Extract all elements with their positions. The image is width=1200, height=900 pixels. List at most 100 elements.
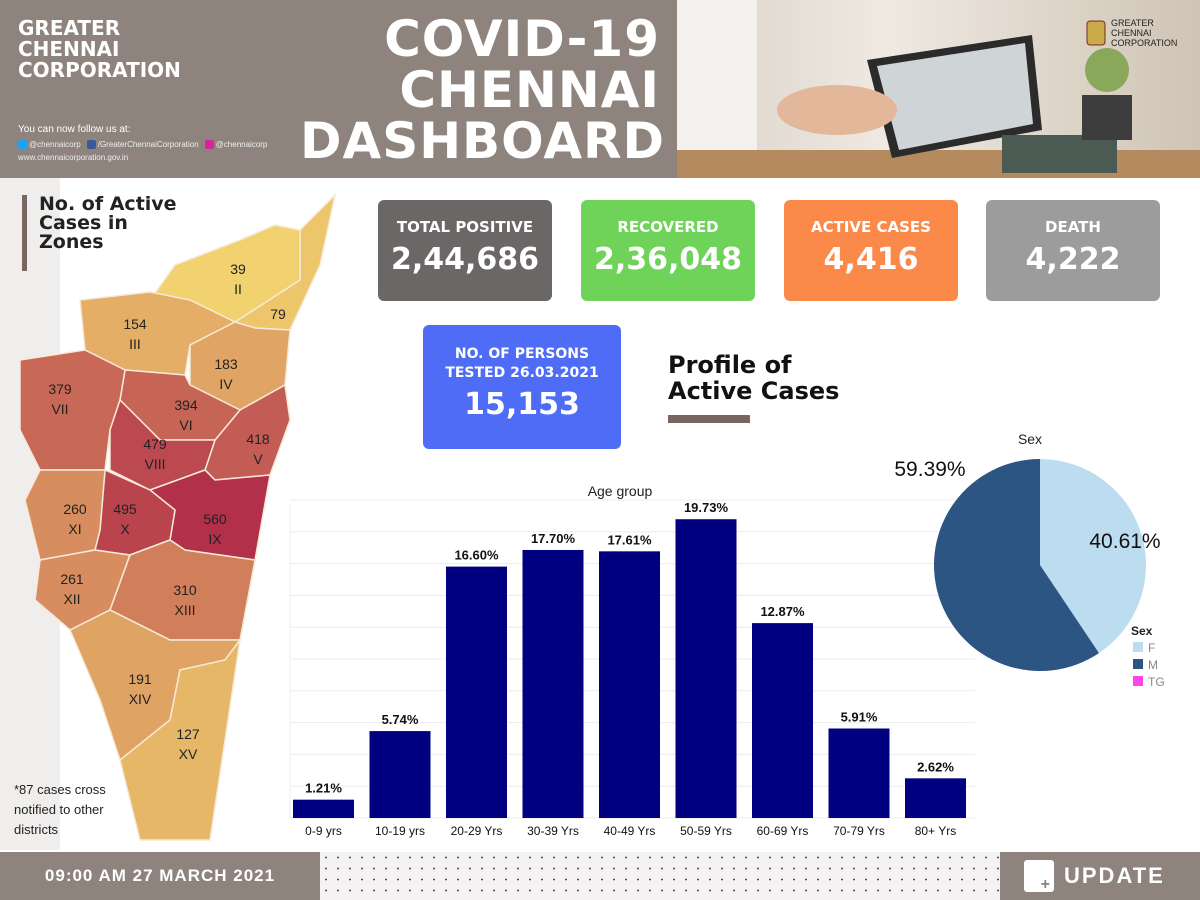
- x-tick-label: 50-59 Yrs: [680, 824, 732, 838]
- facebook-link[interactable]: /GreaterChennaiCorporation: [86, 140, 199, 150]
- card-value: 15,153: [464, 387, 580, 422]
- instagram-link[interactable]: @chennaicorp: [204, 140, 268, 150]
- zone-cases-label: 191: [128, 671, 152, 687]
- pie-slice-M: [934, 459, 1099, 671]
- zone-cases-label: 39: [230, 261, 246, 277]
- zone-cases-label: 560: [203, 511, 227, 527]
- zone-name-label: X: [120, 521, 130, 537]
- data-label: 5.91%: [841, 710, 878, 725]
- card-value: 4,416: [823, 242, 919, 277]
- data-label: 17.61%: [607, 532, 652, 547]
- card-value: 2,36,048: [593, 242, 743, 277]
- update-timestamp: 09:00 AM 27 MARCH 2021: [0, 852, 320, 900]
- legend-swatch: [1133, 659, 1143, 669]
- data-label: 2.62%: [917, 759, 954, 774]
- x-tick-label: 40-49 Yrs: [604, 824, 656, 838]
- website-link[interactable]: www.chennaicorporation.gov.in: [18, 153, 129, 162]
- map-note: *87 cases cross notified to other distri…: [14, 780, 106, 840]
- twitter-icon: [18, 140, 27, 150]
- zone-VIII: [109, 398, 217, 491]
- card-label: RECOVERED: [617, 218, 719, 236]
- map-title: No. of Active Cases in Zones: [22, 195, 192, 271]
- org-line: CORPORATION: [18, 58, 181, 82]
- org-name: GREATER CHENNAI CORPORATION: [18, 18, 181, 81]
- zone-name-label: II: [234, 281, 242, 297]
- logo-line: CHENNAI: [1111, 28, 1152, 38]
- zone-name-label: XIV: [129, 691, 152, 707]
- zone-name-label: IX: [208, 531, 222, 547]
- zone-name-label: VII: [51, 401, 68, 417]
- instagram-handle: @chennaicorp: [215, 140, 268, 149]
- note-line: districts: [14, 822, 59, 837]
- data-label: 5.74%: [382, 712, 419, 727]
- card-label: DEATH: [1045, 218, 1101, 236]
- logo-line: CORPORATION: [1111, 38, 1178, 48]
- bar: [522, 549, 584, 818]
- x-tick-label: 70-79 Yrs: [833, 824, 885, 838]
- profile-title: Profile of Active Cases: [668, 352, 839, 404]
- x-tick-label: 20-29 Yrs: [451, 824, 503, 838]
- bar: [293, 799, 354, 818]
- bar: [446, 566, 507, 818]
- chart-title: Sex: [1018, 431, 1042, 447]
- dashboard-title: COVID-19 CHENNAI DASHBOARD: [300, 14, 664, 167]
- zone-name-label: XI: [68, 521, 81, 537]
- card-label: ACTIVE CASES: [811, 218, 931, 236]
- note-line: notified to other: [14, 802, 104, 817]
- profile-underline: [668, 415, 750, 423]
- total-positive-card: TOTAL POSITIVE 2,44,686: [378, 200, 552, 301]
- zone-cases-label: 495: [113, 501, 137, 517]
- doctor-tablet-illustration: [677, 0, 1200, 178]
- legend-swatch: [1133, 642, 1143, 652]
- data-label: 1.21%: [305, 781, 342, 796]
- footer-pattern: [320, 852, 1000, 900]
- tested-card: NO. OF PERSONS TESTED 26.03.2021 15,153: [423, 325, 621, 449]
- zone-cases-label: 127: [176, 726, 200, 742]
- age-group-bar-chart: Age group 1.21% 0-9 yrs 5.74% 10-19 yrs 16.60…: [289, 483, 975, 838]
- card-label: TOTAL POSITIVE: [396, 218, 534, 236]
- zone-cases-label: 418: [246, 431, 270, 447]
- zone-cases-label: 261: [60, 571, 84, 587]
- x-tick-label: 60-69 Yrs: [757, 824, 809, 838]
- zone-name-label: XII: [63, 591, 80, 607]
- zone-cases-label: 79: [270, 306, 286, 322]
- zone-XV: [119, 639, 241, 841]
- zone-cases-label: 154: [123, 316, 147, 332]
- follow-text: You can now follow us at:: [18, 124, 131, 135]
- update-badge: UPDATE: [1000, 852, 1200, 900]
- gcc-logo: GREATER CHENNAI CORPORATION: [1085, 18, 1177, 48]
- facebook-handle: /GreaterChennaiCorporation: [97, 140, 199, 149]
- zone-name-label: VIII: [144, 456, 165, 472]
- instagram-icon: [204, 140, 214, 150]
- data-label: 19.73%: [684, 500, 729, 515]
- social-links: @chennaicorp /GreaterChennaiCorporation …: [18, 140, 268, 150]
- note-line: *87 cases cross: [14, 782, 106, 797]
- zone-name-label: V: [253, 451, 263, 467]
- bar: [828, 728, 890, 818]
- zone-cases-label: 479: [143, 436, 167, 452]
- bar: [599, 551, 660, 818]
- medical-plus-icon: [1024, 860, 1054, 894]
- legend-label: F: [1148, 641, 1155, 655]
- active-cases-card: ACTIVE CASES 4,416: [784, 200, 958, 301]
- zone-cases-label: 183: [214, 356, 238, 372]
- profile-title-line: Active Cases: [668, 377, 840, 405]
- pie-slice-F: [1040, 459, 1146, 654]
- x-tick-label: 10-19 yrs: [375, 824, 425, 838]
- zone-name-label: XIII: [174, 602, 195, 618]
- gcc-seal-icon: [1086, 20, 1106, 46]
- data-label: 17.70%: [531, 531, 576, 546]
- twitter-link[interactable]: @chennaicorp: [18, 140, 81, 150]
- zone-name-label: XV: [179, 746, 198, 762]
- x-tick-label: 0-9 yrs: [305, 824, 342, 838]
- data-label: 16.60%: [454, 548, 499, 563]
- zone-name-label: IV: [219, 376, 233, 392]
- title-line: CHENNAI: [399, 61, 660, 119]
- zone-cases-label: 379: [48, 381, 72, 397]
- header-photo: [677, 0, 1200, 178]
- org-line: CHENNAI: [18, 37, 120, 61]
- card-label: NO. OF PERSONS: [454, 346, 590, 362]
- legend-label: M: [1148, 658, 1158, 672]
- bar: [675, 519, 737, 818]
- org-line: GREATER: [18, 16, 121, 40]
